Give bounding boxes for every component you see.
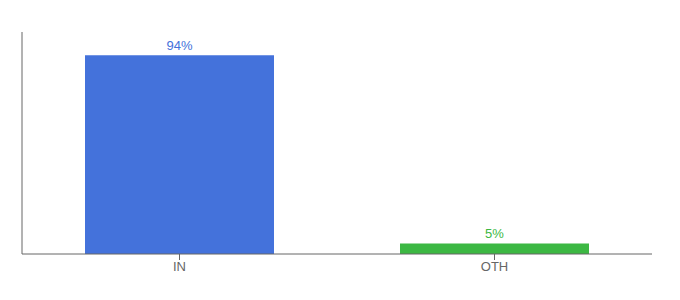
svg-text:94%: 94%: [166, 38, 192, 53]
svg-text:5%: 5%: [485, 226, 504, 241]
svg-text:IN: IN: [173, 259, 186, 274]
svg-text:OTH: OTH: [481, 259, 508, 274]
